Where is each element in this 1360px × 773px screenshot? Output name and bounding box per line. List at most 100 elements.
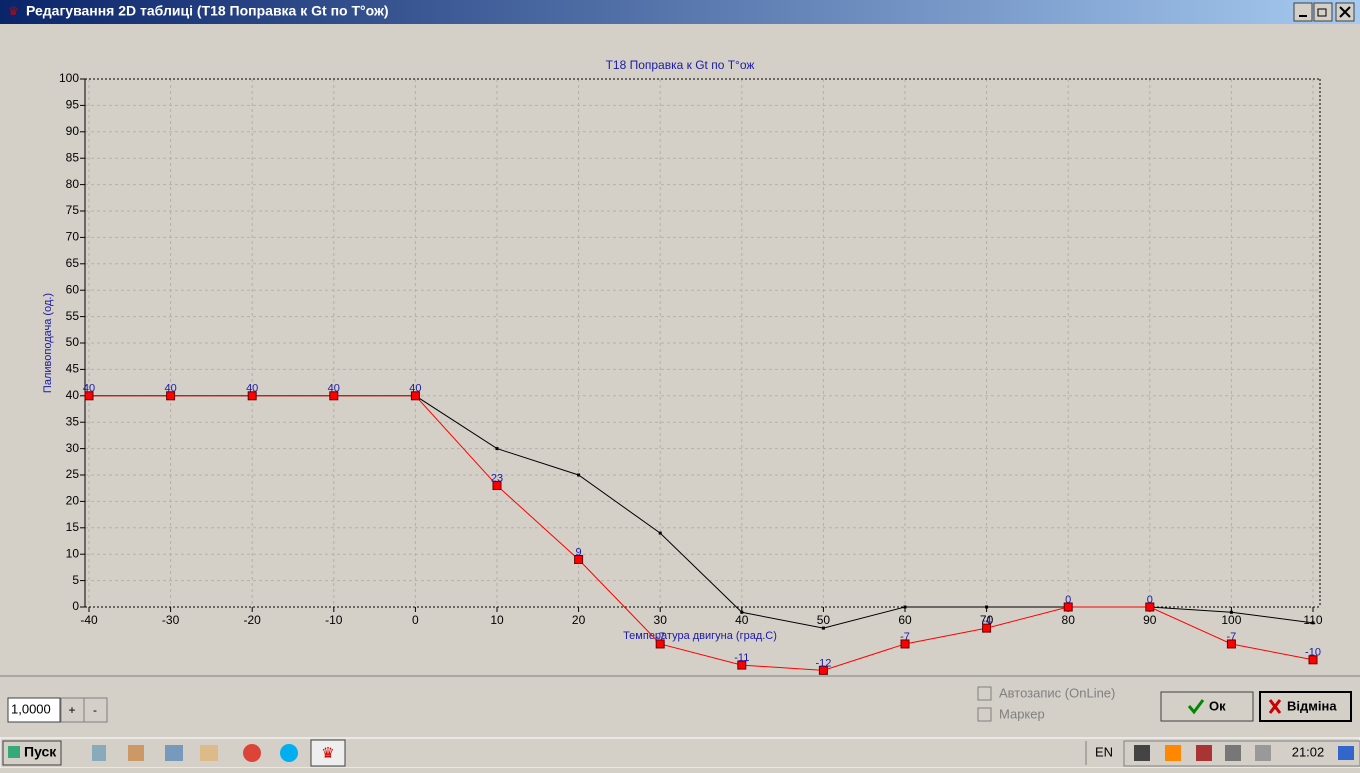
data-label: 9	[576, 546, 582, 558]
y-tick-label: 95	[66, 98, 80, 112]
data-label: -4	[982, 615, 992, 627]
app-shortcut[interactable]	[280, 744, 298, 762]
step-input[interactable]	[7, 697, 61, 723]
x-tick-label: 110	[1303, 613, 1322, 627]
data-label: 0	[1147, 594, 1153, 606]
y-tick-label: 55	[66, 309, 80, 323]
tray	[1123, 740, 1360, 767]
app-shortcut[interactable]	[128, 745, 144, 761]
tray-icon[interactable]	[1255, 745, 1271, 761]
app-shortcut[interactable]	[92, 745, 106, 761]
start-icon	[8, 746, 20, 758]
point	[655, 639, 665, 649]
point	[1145, 602, 1155, 612]
point	[495, 447, 499, 451]
point	[492, 481, 502, 491]
y-axis-label: Паливоподача (од.)	[42, 293, 54, 393]
autosave-checkbox[interactable]	[977, 686, 992, 701]
chart-title: T18 Поправка к Gt по T°ож	[606, 58, 755, 72]
plus-label: +	[68, 703, 75, 717]
data-label: 0	[1065, 594, 1071, 606]
language[interactable]: EN	[1095, 744, 1113, 759]
data-label: -10	[1305, 647, 1321, 659]
autosave-label: Автозапис (OnLine)	[999, 685, 1115, 700]
cancel-icon	[1268, 699, 1282, 714]
point	[1063, 602, 1073, 612]
point	[84, 391, 94, 401]
x-tick-label: 40	[735, 613, 749, 627]
point	[737, 660, 747, 670]
y-tick-label: 5	[72, 573, 79, 587]
data-label: 23	[491, 472, 503, 484]
data-label: -12	[815, 657, 831, 669]
point	[247, 391, 257, 401]
point	[577, 473, 581, 477]
x-tick-label: 60	[898, 613, 912, 627]
x-tick-label: -30	[162, 613, 180, 627]
point	[740, 610, 744, 614]
title-bar	[0, 0, 1360, 24]
point	[329, 391, 339, 401]
point	[821, 626, 825, 630]
minimize[interactable]	[1293, 2, 1313, 22]
plot-area	[85, 79, 1320, 607]
point	[982, 623, 992, 633]
data-label: -7	[655, 631, 665, 643]
point	[818, 665, 828, 675]
data-label: -7	[900, 631, 910, 643]
app-shortcut[interactable]	[243, 744, 261, 762]
point	[900, 639, 910, 649]
marker-label: Маркер	[999, 706, 1045, 721]
marker-checkbox[interactable]	[977, 707, 992, 722]
y-tick-label: 70	[66, 230, 80, 244]
data-label: 40	[328, 383, 340, 395]
x-tick-label: 10	[490, 613, 504, 627]
x-tick-label: -40	[80, 613, 98, 627]
tray-icon[interactable]	[1225, 745, 1241, 761]
data-label: 40	[164, 383, 176, 395]
point	[574, 554, 584, 564]
y-tick-label: 10	[66, 546, 80, 560]
active-task[interactable]	[310, 739, 346, 767]
task-icon: ♛	[321, 745, 334, 762]
x-tick-label: 80	[1062, 613, 1076, 627]
app-shortcut[interactable]	[165, 745, 183, 761]
point	[1311, 621, 1315, 625]
step-value: 1,0000	[11, 701, 51, 716]
cancel-label: Відміна	[1287, 698, 1337, 713]
point	[903, 605, 907, 609]
x-tick-label: -20	[244, 613, 262, 627]
tray-icon[interactable]	[1134, 745, 1150, 761]
y-tick-label: 25	[66, 467, 80, 481]
series-line	[89, 395, 1314, 671]
y-tick-label: 90	[66, 124, 80, 138]
y-tick-label: 65	[66, 256, 80, 270]
y-tick-label: 60	[66, 282, 80, 296]
point	[410, 391, 420, 401]
y-tick-label: 0	[72, 599, 79, 613]
point	[166, 391, 176, 401]
clock: 21:02	[1292, 744, 1325, 759]
app-shortcut[interactable]	[200, 745, 218, 761]
tray-icon[interactable]	[1338, 746, 1354, 760]
y-tick-label: 45	[66, 362, 80, 376]
ok-button[interactable]	[1160, 691, 1254, 722]
y-tick-label: 50	[66, 335, 80, 349]
y-tick-label: 35	[66, 414, 80, 428]
y-tick-label: 85	[66, 150, 80, 164]
restore[interactable]	[1313, 2, 1333, 22]
y-tick-label: 20	[66, 494, 80, 508]
minus-button[interactable]	[83, 697, 108, 723]
chart: T18 Поправка к Gt по T°ож Паливоподача (о…	[42, 58, 1323, 675]
x-tick-label: -10	[325, 613, 343, 627]
point	[1226, 639, 1236, 649]
bottom-panel: 1,0000 + - Автозапис (OnLine) Маркер Ок …	[7, 685, 1352, 723]
y-tick-label: 80	[66, 177, 80, 191]
tray-icon[interactable]	[1165, 745, 1181, 761]
y-tick-label: 30	[66, 441, 80, 455]
window-buttons	[1293, 2, 1355, 22]
point	[658, 531, 662, 535]
x-tick-label: 20	[572, 613, 586, 627]
tray-icon[interactable]	[1196, 745, 1212, 761]
